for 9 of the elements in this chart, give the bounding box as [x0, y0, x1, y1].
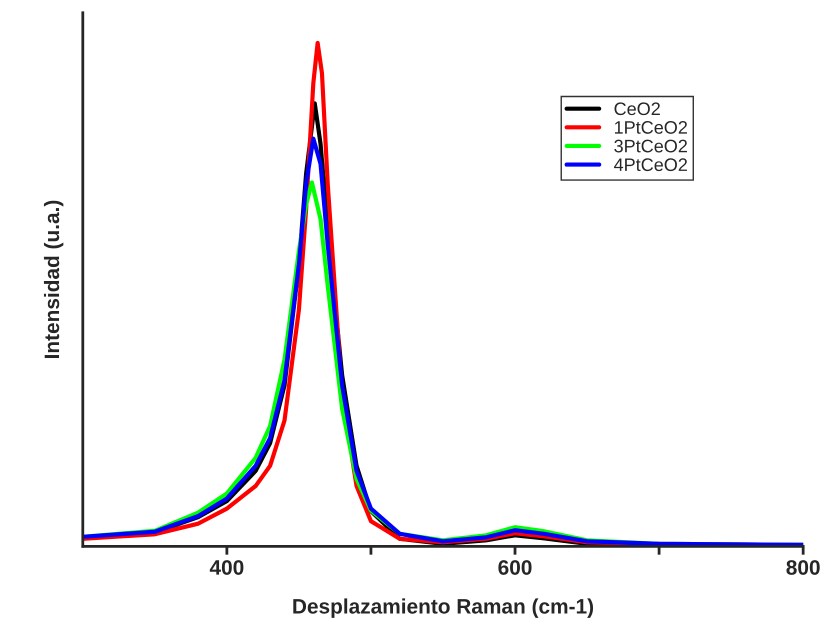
y-axis-title: Intensidad (u.a.): [44, 200, 64, 358]
x-tick-label: 800: [786, 560, 820, 575]
x-tick-label: 600: [498, 560, 532, 575]
x-tick-label: 400: [210, 560, 244, 575]
x-axis-title: Desplazamiento Raman (cm-1): [293, 598, 594, 618]
legend-label: 3PtCeO2: [614, 140, 687, 152]
legend-label: 1PtCeO2: [614, 121, 687, 134]
legend-label: CeO2: [614, 102, 660, 116]
legend-label: 4PtCeO2: [614, 158, 687, 172]
